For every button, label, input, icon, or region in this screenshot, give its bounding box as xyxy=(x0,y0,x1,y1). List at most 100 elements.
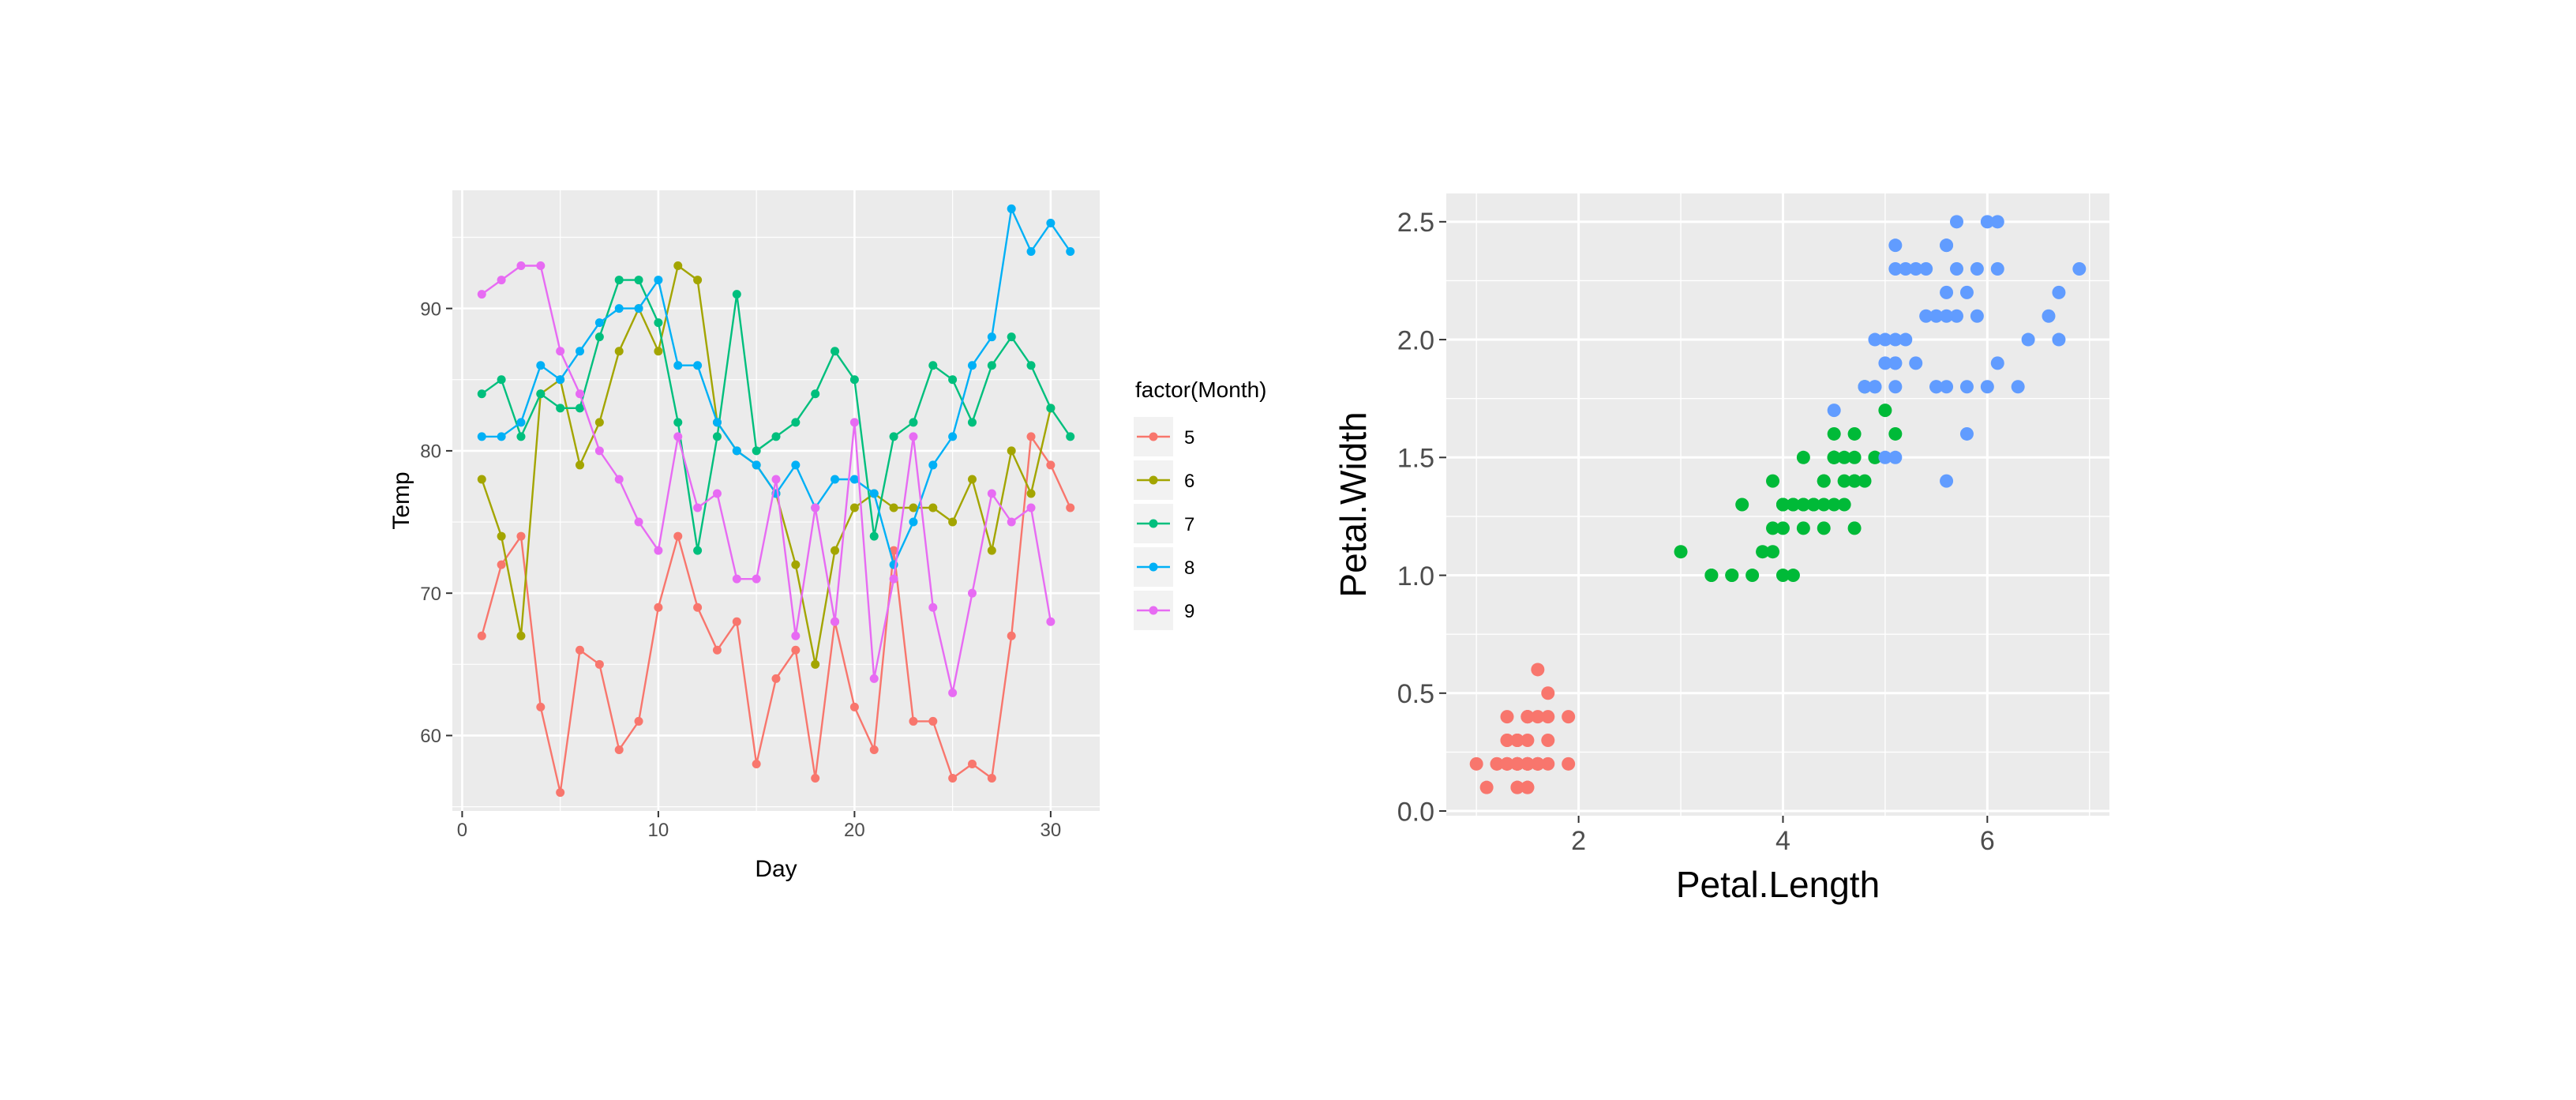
data-point xyxy=(673,432,683,441)
data-point xyxy=(712,432,722,441)
data-point xyxy=(948,432,958,441)
data-point xyxy=(497,531,506,541)
scatter-point xyxy=(1959,285,1974,299)
data-point xyxy=(594,332,604,342)
data-point xyxy=(811,389,820,399)
scatter-point xyxy=(1817,474,1831,488)
data-point xyxy=(849,375,859,385)
scatter-point xyxy=(1827,497,1841,512)
legend-label: 5 xyxy=(1184,427,1194,449)
scatter-point xyxy=(1520,733,1535,747)
scatter-point xyxy=(1888,356,1903,370)
data-point xyxy=(556,347,565,356)
data-point xyxy=(732,446,741,456)
data-point xyxy=(516,261,526,271)
data-point xyxy=(967,475,977,484)
scatter-point xyxy=(1970,309,1984,323)
scatter-point xyxy=(1500,710,1514,724)
scatter-point xyxy=(1940,238,1954,253)
data-point xyxy=(1046,218,1056,227)
data-point xyxy=(477,290,486,299)
y-tick-label: 70 xyxy=(420,584,441,605)
x-tick-label: 10 xyxy=(648,820,669,841)
scatter-point xyxy=(1745,569,1760,583)
data-point xyxy=(634,304,643,313)
data-point xyxy=(928,716,938,726)
data-point xyxy=(712,418,722,427)
data-point xyxy=(556,375,565,385)
scatter-point xyxy=(1899,332,1913,347)
scatter-point xyxy=(1735,497,1749,512)
scatter-point xyxy=(1766,474,1780,488)
data-point xyxy=(477,631,486,640)
data-point xyxy=(811,774,820,783)
data-point xyxy=(849,702,859,711)
data-point xyxy=(869,489,879,498)
data-point xyxy=(987,361,996,370)
data-point xyxy=(634,517,643,527)
data-point xyxy=(987,489,996,498)
legend-label: 8 xyxy=(1184,558,1194,579)
legend-items: 5 6 7 8 9 xyxy=(1134,417,1194,630)
scatter-point xyxy=(1970,262,1984,276)
data-point xyxy=(576,347,585,356)
scatter-point xyxy=(1490,756,1504,771)
data-point xyxy=(928,603,938,612)
data-point xyxy=(673,361,683,370)
y-tick-label: 80 xyxy=(420,441,441,463)
scatter-point xyxy=(1704,569,1719,583)
legend-key-point xyxy=(1149,562,1158,572)
data-point xyxy=(556,788,565,798)
scatter-point xyxy=(1796,521,1810,535)
data-point xyxy=(987,332,996,342)
data-point xyxy=(987,774,996,783)
data-point xyxy=(752,460,761,470)
data-point xyxy=(811,503,820,512)
scatter-point xyxy=(1919,309,1933,323)
data-point xyxy=(594,446,604,456)
data-point xyxy=(849,418,859,427)
data-point xyxy=(771,432,781,441)
data-point xyxy=(1026,361,1036,370)
left-grid xyxy=(452,190,1100,811)
scatter-point xyxy=(1888,262,1903,276)
legend-item-7: 7 xyxy=(1134,504,1194,543)
data-point xyxy=(634,276,643,285)
data-point xyxy=(889,503,898,512)
data-point xyxy=(516,631,526,640)
x-tick-label: 30 xyxy=(1041,820,1062,841)
data-point xyxy=(497,432,506,441)
data-point xyxy=(791,631,801,640)
scatter-point xyxy=(1796,450,1810,464)
data-point xyxy=(594,659,604,669)
y-tick-label: 0.5 xyxy=(1397,679,1434,709)
scatter-point xyxy=(1775,497,1790,512)
scatter-point xyxy=(1959,426,1974,441)
scatter-point xyxy=(1940,309,1954,323)
data-point xyxy=(654,347,663,356)
data-point xyxy=(673,261,683,271)
scatter-point xyxy=(1817,521,1831,535)
legend-item-5: 5 xyxy=(1134,417,1194,456)
data-point xyxy=(849,503,859,512)
scatter-point xyxy=(1500,733,1514,747)
series-month-8 xyxy=(477,204,1075,569)
scatter-point xyxy=(1756,545,1770,559)
data-point xyxy=(693,546,703,555)
scatter-point xyxy=(1775,521,1790,535)
data-point xyxy=(791,560,801,569)
data-point xyxy=(654,318,663,328)
data-point xyxy=(732,290,741,299)
y-tick-label: 1.5 xyxy=(1397,444,1434,474)
data-point xyxy=(576,645,585,655)
legend-label: 6 xyxy=(1184,471,1194,492)
data-point xyxy=(909,503,918,512)
scatter-point xyxy=(1950,309,1964,323)
series-virginica xyxy=(1827,215,2087,488)
scatter-point xyxy=(1520,756,1535,771)
legend-item-8: 8 xyxy=(1134,547,1194,587)
scatter-point xyxy=(1959,380,1974,394)
scatter-point xyxy=(1847,450,1862,464)
data-point xyxy=(536,261,546,271)
